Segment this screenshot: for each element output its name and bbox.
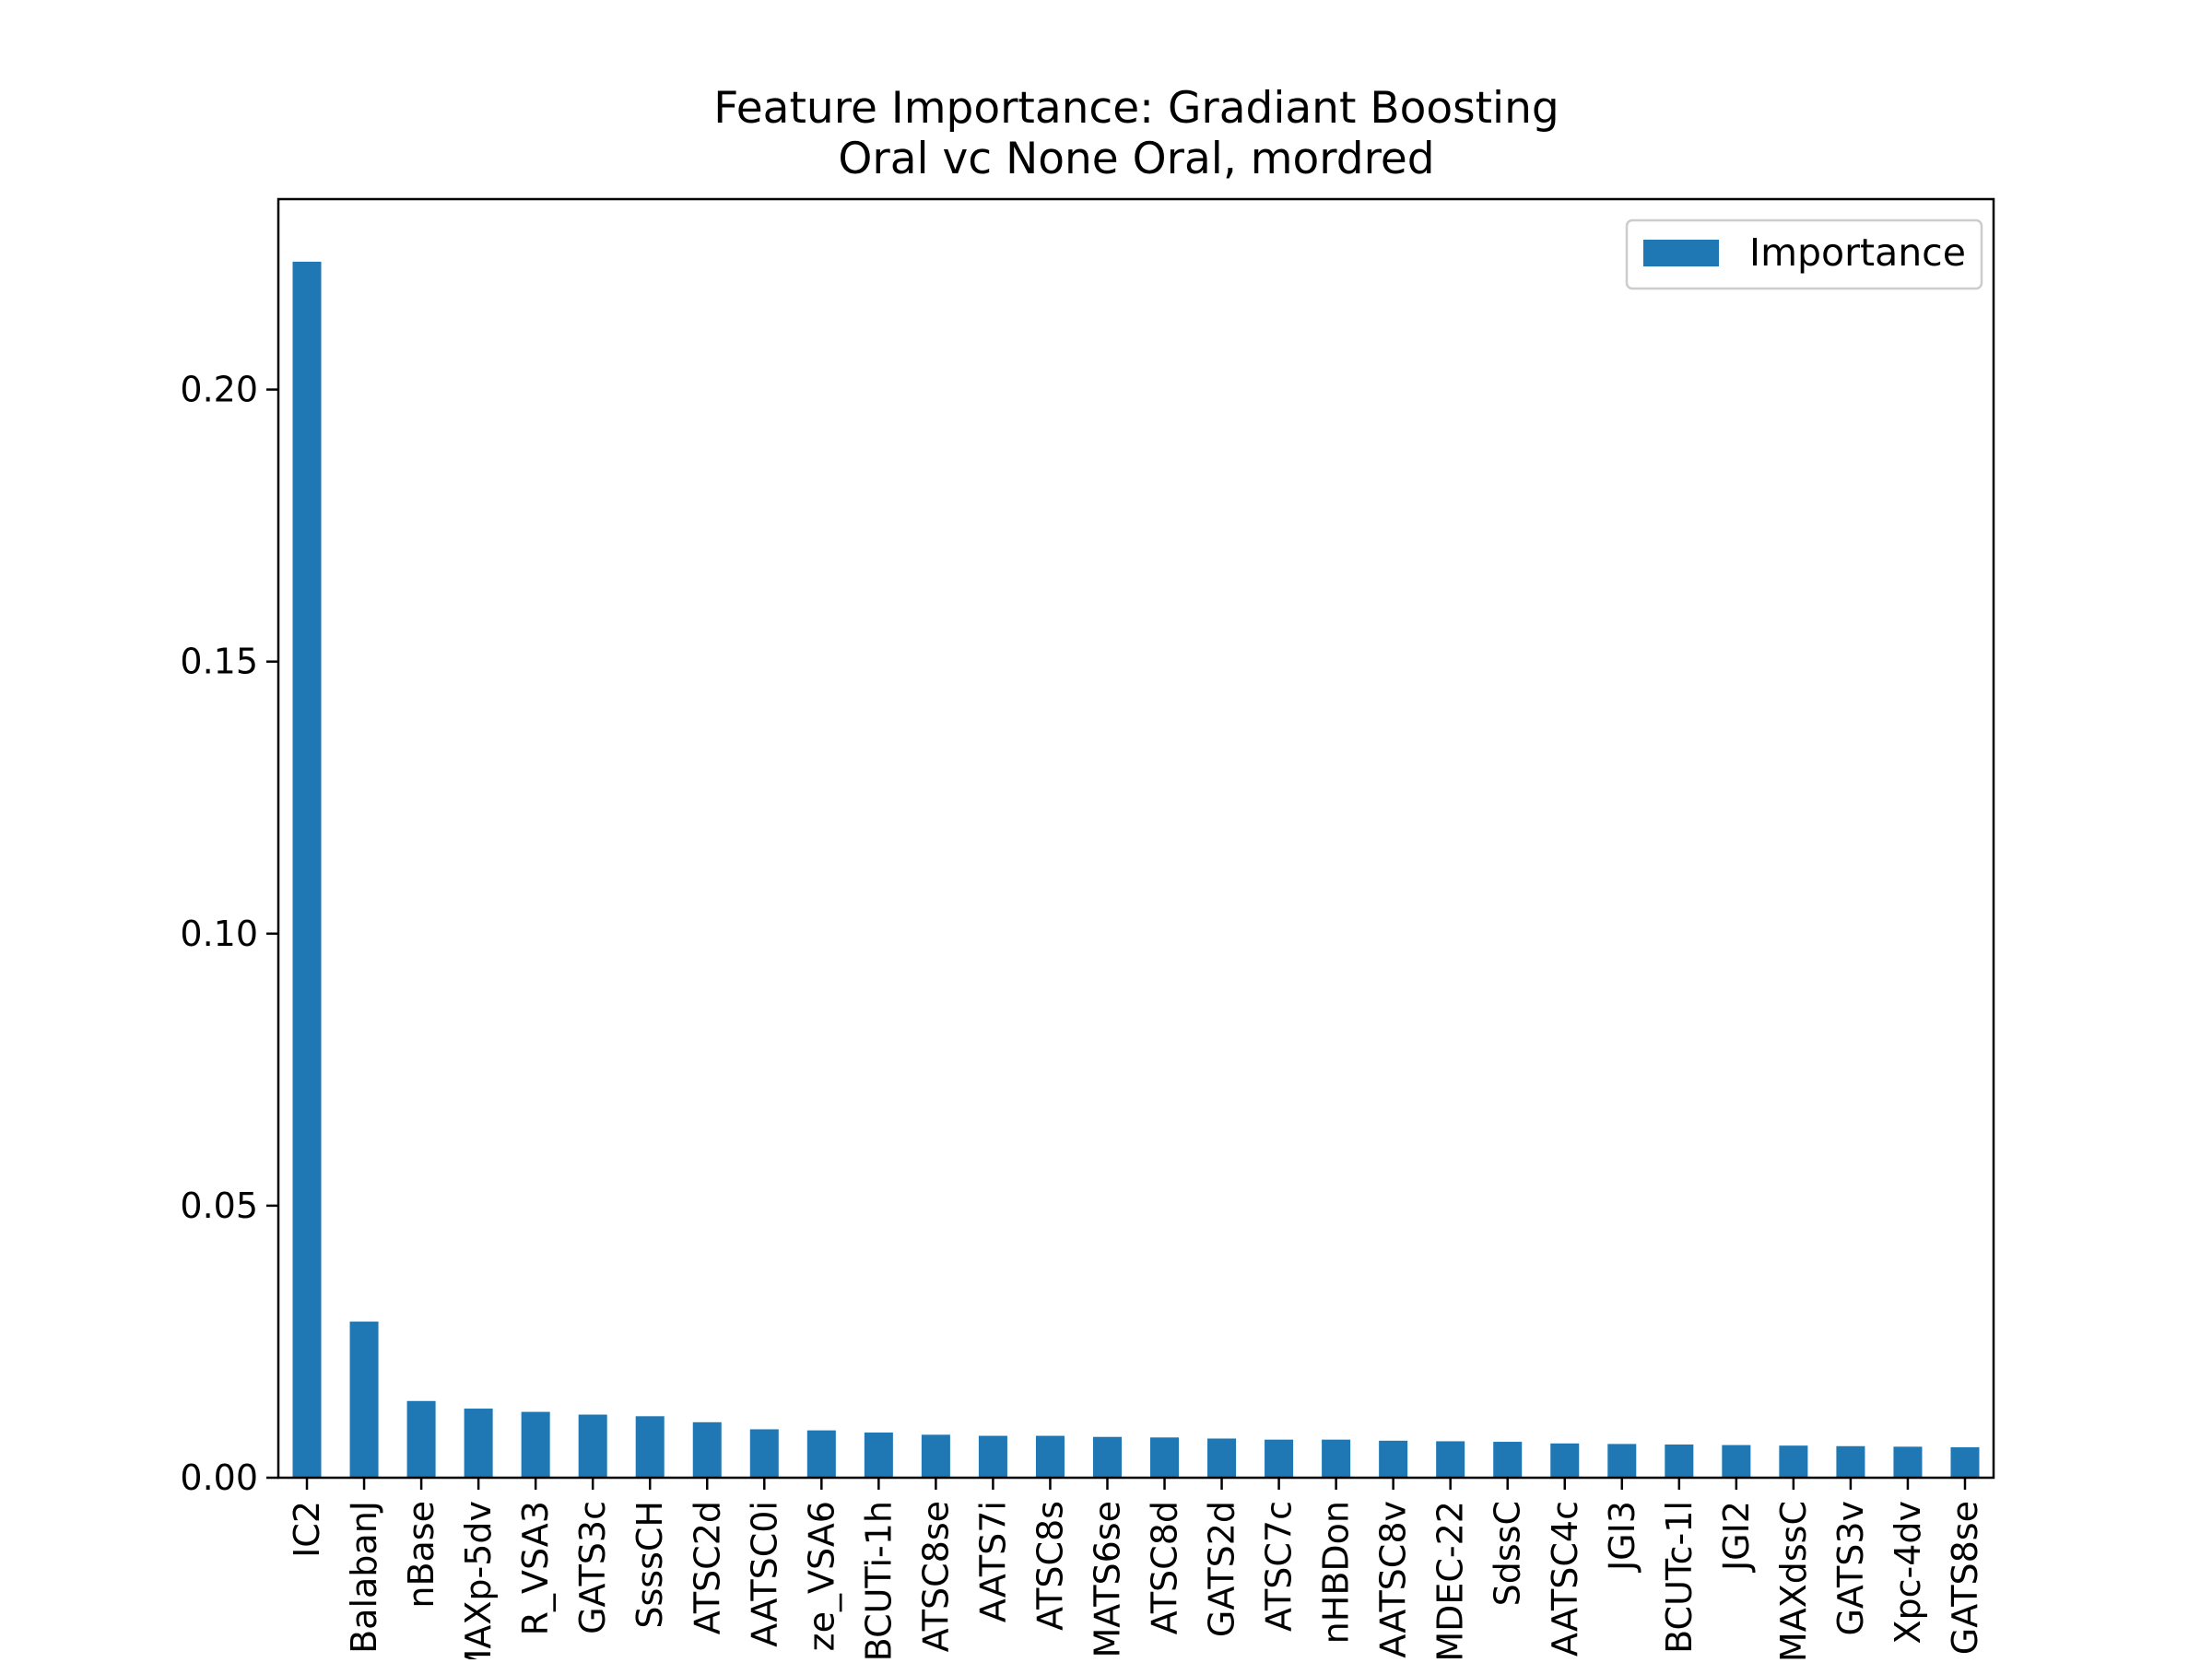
x-tick-label-23: JGI3 (1602, 1501, 1642, 1573)
x-tick-label-5: GATS3c (572, 1501, 613, 1634)
bar-16 (1207, 1438, 1237, 1478)
x-tick-label-13: ATSC8s (1030, 1501, 1070, 1631)
bar-11 (921, 1434, 950, 1478)
y-axis: 0.00 0.05 0.10 0.15 0.20 (180, 370, 278, 1498)
x-tick-label-27: GATS3v (1830, 1501, 1871, 1636)
x-tick-label-10: BCUTi-1h (858, 1501, 899, 1659)
x-tick-label-17: ATSC7c (1259, 1501, 1300, 1632)
x-tick-label-6: SsssCH (629, 1501, 670, 1629)
x-tick-label-11: ATSC8se (915, 1501, 956, 1652)
x-tick-label-24: BCUTc-1l (1659, 1501, 1700, 1654)
x-tick-label-22: AATSC4c (1545, 1501, 1585, 1657)
x-tick-label-7: ATSC2d (687, 1501, 727, 1634)
x-tick-label-20: MDEC-22 (1430, 1501, 1471, 1659)
x-tick-label-0: IC2 (287, 1501, 327, 1558)
legend-box (1625, 218, 1983, 290)
bar-23 (1607, 1444, 1637, 1478)
y-tick-label-3: 0.15 (180, 642, 258, 682)
chart-title-line-1: Feature Importance: Gradiant Boosting (713, 83, 1559, 134)
x-tick-label-8: AATSC0i (744, 1501, 784, 1647)
bar-2 (406, 1400, 436, 1478)
legend-swatch-importance (1643, 240, 1719, 266)
bar-6 (635, 1416, 665, 1478)
bar-18 (1322, 1439, 1351, 1478)
bar-3 (464, 1409, 493, 1478)
chart-title: Feature Importance: Gradiant Boosting Or… (713, 83, 1559, 184)
bar-28 (1893, 1446, 1923, 1478)
bar-5 (578, 1414, 607, 1478)
bar-20 (1436, 1441, 1465, 1478)
bar-27 (1836, 1445, 1865, 1478)
bar-7 (692, 1421, 722, 1478)
bar-10 (864, 1433, 893, 1478)
x-tick-label-26: MAXdssC (1773, 1501, 1814, 1659)
bar-0 (292, 261, 322, 1478)
bar-21 (1493, 1442, 1523, 1478)
bar-29 (1950, 1446, 1980, 1478)
y-tick-label-4: 0.20 (180, 370, 258, 410)
y-tick-label-0: 0.00 (180, 1457, 258, 1498)
y-tick-label-2: 0.10 (180, 914, 258, 954)
x-tick-label-12: AATS7i (972, 1501, 1013, 1622)
x-tick-label-18: nHBDon (1316, 1501, 1357, 1644)
x-tick-label-1: BalabanJ (344, 1501, 384, 1654)
x-tick-label-28: Xpc-4dv (1888, 1501, 1928, 1645)
x-tick-label-29: GATS8se (1945, 1501, 1985, 1655)
bar-19 (1379, 1440, 1408, 1478)
x-tick-label-21: SdssC (1488, 1501, 1528, 1606)
x-tick-label-2: nBase (401, 1501, 441, 1609)
x-tick-label-19: AATSC8v (1373, 1501, 1414, 1658)
bar-22 (1550, 1443, 1580, 1478)
legend: Importance (1625, 218, 1983, 290)
bar-1 (349, 1321, 379, 1478)
x-tick-label-25: JGI2 (1716, 1501, 1757, 1573)
bar-26 (1779, 1445, 1808, 1478)
y-tick-label-1: 0.05 (180, 1185, 258, 1226)
bar-15 (1150, 1437, 1180, 1478)
x-tick-label-16: GATS2d (1202, 1501, 1242, 1637)
bar-12 (978, 1435, 1007, 1478)
bar-8 (749, 1429, 779, 1478)
x-tick-label-3: MAXp-5dv (458, 1501, 499, 1659)
bars-group (292, 261, 1980, 1478)
chart-title-line-2: Oral vc None Oral, mordred (838, 134, 1434, 184)
bar-4 (521, 1411, 550, 1478)
legend-label-importance: Importance (1749, 230, 1966, 275)
x-axis: IC2 BalabanJ nBase MAXp-5dv R_VSA3 GATS3c Ssss… (287, 1478, 1985, 1663)
bar-13 (1035, 1435, 1065, 1478)
bar-24 (1665, 1444, 1694, 1478)
bar-14 (1092, 1436, 1122, 1478)
x-tick-label-4: R_VSA3 (515, 1501, 556, 1635)
bar-25 (1722, 1445, 1751, 1478)
plot-frame (276, 197, 1995, 1480)
bar-9 (806, 1430, 836, 1478)
bar-17 (1265, 1439, 1294, 1478)
x-tick-label-14: MATS6se (1087, 1501, 1127, 1658)
x-tick-label-15: ATSC8d (1145, 1501, 1185, 1634)
x-tick-label-9: ze_VSA6 (801, 1501, 841, 1651)
